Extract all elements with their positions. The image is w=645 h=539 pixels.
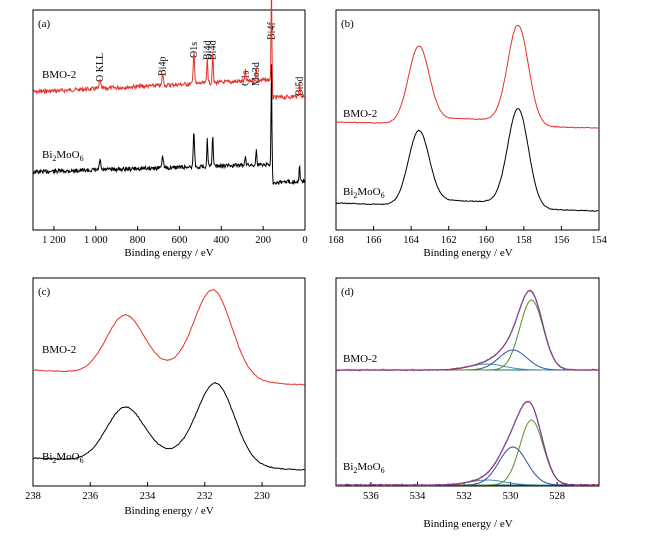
panel-d-label: (d) bbox=[341, 286, 354, 298]
panel-c-legend-bmo2: BMO-2 bbox=[42, 344, 76, 356]
panel-c-label: (c) bbox=[38, 286, 51, 298]
x-tick-label: 164 bbox=[403, 235, 420, 246]
x-tick-label: 600 bbox=[172, 235, 188, 246]
x-tick-label: 536 bbox=[363, 491, 379, 502]
panel-a-x-ticks: 1 200 1 000 800 600 400 200 0 bbox=[42, 226, 308, 246]
x-tick-label: 166 bbox=[366, 235, 382, 246]
panel-c-xlabel: Binding energy / eV bbox=[124, 505, 213, 517]
panel-d-legend-bmo2: BMO-2 bbox=[343, 353, 377, 365]
x-tick-label: 230 bbox=[254, 491, 270, 502]
panel-b-frame bbox=[335, 9, 600, 231]
panel-b-legend-bi2moo6: Bi2MoO6 bbox=[343, 186, 385, 200]
panel-d-xlabel: Binding energy / eV bbox=[423, 518, 512, 530]
raw-spectrum-curve bbox=[335, 400, 600, 487]
x-tick-label: 236 bbox=[82, 491, 98, 502]
peak-annotation: Bi4p bbox=[158, 57, 169, 76]
x-tick-label: 168 bbox=[328, 235, 344, 246]
envelope-curve bbox=[336, 290, 599, 371]
panel-a-label: (a) bbox=[38, 18, 51, 30]
panel-a-series-bmo2 bbox=[32, 0, 306, 101]
panel-b: (b) 168 166 164 162 160 158 156 154 BMO-2 Bi2Mo… bbox=[328, 9, 608, 259]
envelope-curve bbox=[336, 400, 599, 486]
x-tick-label: 162 bbox=[441, 235, 457, 246]
x-tick-label: 1 200 bbox=[42, 235, 66, 246]
x-tick-label: 400 bbox=[213, 235, 229, 246]
panel-d-fit-curves bbox=[335, 289, 600, 487]
panel-c-legend-bi2moo6: Bi2MoO6 bbox=[42, 451, 84, 465]
panel-a-xlabel: Binding energy / eV bbox=[124, 247, 213, 259]
x-tick-label: 238 bbox=[25, 491, 41, 502]
x-tick-label: 528 bbox=[549, 491, 565, 502]
panel-c: (c) 238 236 234 232 230 BMO-2 Bi2MoO6 Bindin… bbox=[25, 277, 306, 517]
panel-b-legend-bmo2: BMO-2 bbox=[343, 108, 377, 120]
peak-annotation: Bi4d bbox=[202, 41, 213, 60]
panel-a-legend-bi2moo6: Bi2MoO6 bbox=[42, 149, 84, 163]
x-tick-label: 800 bbox=[130, 235, 146, 246]
x-tick-label: 1 000 bbox=[84, 235, 108, 246]
panel-d-frame bbox=[335, 277, 600, 487]
panel-b-series-bi2moo6 bbox=[335, 108, 599, 212]
x-tick-label: 156 bbox=[554, 235, 570, 246]
lattice-o-component bbox=[336, 419, 599, 486]
panel-c-series-bi2moo6 bbox=[32, 381, 305, 471]
x-tick-label: 530 bbox=[503, 491, 519, 502]
x-tick-label: 200 bbox=[255, 235, 271, 246]
panel-d: (d) 536 534 532 530 528 BMO-2 Bi2MoO6 Bindin… bbox=[335, 277, 600, 530]
panel-b-xlabel: Binding energy / eV bbox=[423, 247, 512, 259]
panel-d-legend-bi2moo6: Bi2MoO6 bbox=[343, 461, 385, 475]
panel-b-series-bmo2 bbox=[335, 24, 599, 129]
peak-annotation: O1s bbox=[189, 42, 200, 58]
peak-annotation: Bi4d bbox=[208, 41, 219, 60]
x-tick-label: 160 bbox=[478, 235, 494, 246]
x-tick-label: 158 bbox=[516, 235, 532, 246]
x-tick-label: 232 bbox=[197, 491, 213, 502]
panel-a-series-bi2moo6 bbox=[32, 64, 306, 186]
x-tick-label: 532 bbox=[456, 491, 472, 502]
x-tick-label: 154 bbox=[591, 235, 608, 246]
panel-b-x-ticks: 168 166 164 162 160 158 156 154 bbox=[328, 226, 608, 246]
panel-c-frame bbox=[32, 277, 306, 487]
panel-a-frame bbox=[32, 9, 306, 231]
panel-a-legend-bmo2: BMO-2 bbox=[42, 69, 76, 81]
panel-b-label: (b) bbox=[341, 18, 354, 30]
peak-annotation: O KLL bbox=[95, 53, 106, 82]
x-tick-label: 234 bbox=[140, 491, 157, 502]
panel-c-series-bmo2 bbox=[32, 289, 305, 386]
x-tick-label: 0 bbox=[302, 235, 307, 246]
panel-c-x-ticks: 238 236 234 232 230 bbox=[25, 482, 270, 502]
panel-a: (a) 1 200 1 000 800 600 400 200 0 O KLL Bi4p O1s… bbox=[32, 0, 308, 259]
x-tick-label: 534 bbox=[410, 491, 427, 502]
